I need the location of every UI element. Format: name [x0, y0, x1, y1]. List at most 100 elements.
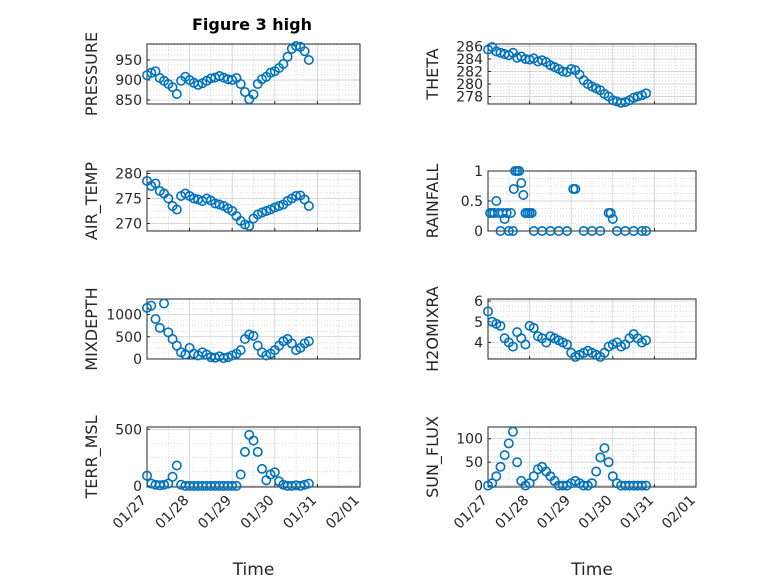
data-point — [491, 471, 502, 482]
y-axis-label: TERR_MSL — [82, 415, 102, 499]
y-tick-label: 900 — [115, 73, 142, 89]
data-point — [257, 207, 268, 218]
data-point — [235, 345, 246, 356]
data-point — [524, 478, 535, 489]
data-point — [231, 480, 242, 491]
data-point — [562, 226, 573, 237]
y-tick-label: 500 — [115, 422, 142, 438]
x-tick-label: 01/30 — [238, 493, 278, 533]
y-tick-label: 280 — [115, 167, 142, 183]
data-point — [595, 226, 606, 237]
data-point — [274, 201, 285, 212]
data-point — [142, 470, 153, 481]
y-axis-label: RAINFALL — [423, 164, 442, 239]
data-point — [562, 339, 573, 350]
data-point — [235, 79, 246, 90]
y-tick-label: 1 — [474, 164, 483, 180]
data-point — [641, 226, 652, 237]
plot-pressure: 850 900 950 PRESSURE — [82, 32, 361, 116]
y-tick-label: 275 — [115, 192, 142, 208]
data-point — [605, 208, 616, 219]
y-tick-label: 100 — [456, 432, 483, 448]
data-point — [526, 208, 537, 219]
y-axis-label: AIR_TEMP — [82, 162, 102, 240]
data-point — [257, 463, 268, 474]
x-tick-label: 01/28 — [493, 493, 533, 533]
y-tick-label: 280 — [456, 77, 483, 93]
data-point — [248, 330, 259, 341]
data-point — [603, 457, 614, 468]
data-point — [514, 166, 525, 177]
data-point — [508, 184, 519, 195]
plot-terr-msl: 0 500 01/27 01/28 01/29 01/30 01/31 02/01 Time TE… — [82, 415, 363, 580]
x-tick-label: 01/27 — [110, 493, 150, 533]
data-point — [518, 190, 529, 201]
data-point — [512, 457, 523, 468]
x-tick-label: 01/29 — [195, 493, 235, 533]
data-point — [505, 208, 516, 219]
data-point — [291, 40, 302, 51]
x-tick-label: 01/27 — [451, 493, 491, 533]
data-point — [607, 214, 618, 225]
y-tick-label: 0 — [474, 224, 483, 240]
y-tick-label: 50 — [465, 455, 483, 471]
data-point — [214, 199, 225, 210]
data-point — [261, 206, 272, 217]
y-tick-label: 6 — [474, 294, 483, 310]
data-point — [636, 480, 647, 491]
data-point — [487, 478, 498, 489]
data-point — [248, 89, 259, 100]
axes-box — [487, 298, 697, 360]
y-axis-label: SUN_FLUX — [423, 416, 443, 498]
plot-mixdepth: 0 500 1000 MIXDEPTH — [82, 287, 361, 371]
data-point — [507, 341, 518, 352]
y-tick-label: 4 — [474, 335, 483, 351]
data-point — [520, 339, 531, 350]
data-point — [595, 452, 606, 463]
data-point — [599, 443, 610, 454]
y-tick-label: 0 — [474, 479, 483, 495]
data-point — [299, 46, 310, 57]
data-point — [491, 196, 502, 207]
axes-box — [146, 426, 361, 488]
data-point — [591, 466, 602, 477]
y-tick-label: 850 — [115, 93, 142, 109]
data-point — [244, 329, 255, 340]
data-point — [299, 479, 310, 490]
y-tick-label: 270 — [115, 217, 142, 233]
data-point — [641, 88, 652, 99]
y-axis-label: H2OMIXRA — [423, 286, 442, 372]
data-point — [482, 306, 493, 317]
data-point — [171, 460, 182, 471]
y-tick-label: 0 — [133, 352, 142, 368]
data-point — [499, 214, 510, 225]
data-point — [282, 51, 293, 62]
data-point — [636, 226, 647, 237]
y-axis-label: THETA — [423, 48, 442, 100]
data-point — [507, 426, 518, 437]
x-tick-label: 02/01 — [323, 493, 363, 533]
data-point — [269, 202, 280, 213]
data-point — [503, 226, 514, 237]
data-point — [248, 435, 259, 446]
data-point — [566, 64, 577, 75]
data-point — [150, 178, 161, 189]
y-tick-label: 278 — [456, 90, 483, 106]
plot-h2omixra: 4 5 6 H2OMIXRA — [423, 286, 697, 372]
data-point — [632, 91, 643, 102]
y-axis-label: PRESSURE — [82, 32, 101, 116]
data-point — [503, 438, 514, 449]
x-tick-label: 01/29 — [534, 493, 574, 533]
data-point — [159, 479, 170, 490]
data-point — [239, 219, 250, 230]
data-point — [150, 313, 161, 324]
x-tick-label: 01/31 — [617, 493, 657, 533]
y-tick-label: 286 — [456, 40, 483, 56]
y-tick-label: 282 — [456, 65, 483, 81]
data-point — [269, 467, 280, 478]
data-point — [167, 471, 178, 482]
data-point — [607, 471, 618, 482]
data-point — [239, 446, 250, 457]
x-axis-label: Time — [232, 560, 275, 580]
